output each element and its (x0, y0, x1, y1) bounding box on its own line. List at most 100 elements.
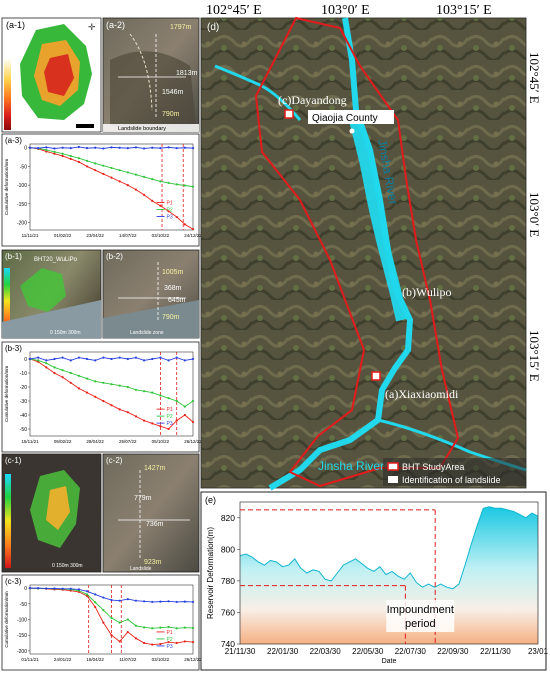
panel-label: (c-3) (5, 577, 22, 586)
legend-entry: P1 (167, 200, 173, 206)
data-point-P1 (151, 422, 154, 425)
colorbar (4, 58, 11, 130)
x-tick-label: 26/12/22 (184, 439, 202, 444)
data-point-P3 (143, 147, 146, 150)
colorbar (4, 268, 10, 334)
data-point-P2 (167, 625, 170, 629)
data-point-P3 (118, 356, 121, 359)
data-point-P3 (191, 357, 195, 361)
legend-landslide-swatch (388, 476, 398, 483)
data-point-P2 (118, 169, 121, 172)
top-tick-1: 102°45′ E (206, 3, 262, 18)
data-point-P1 (85, 165, 89, 168)
data-point-P2 (151, 627, 154, 630)
data-point-P3 (69, 359, 72, 362)
x-tick-label: 24/01/22 (54, 657, 72, 662)
chart-e: (e) 740 760 780 800 820 21/11/30 22/01/30 22/03/… (200, 491, 549, 671)
legend-entry: P2 (167, 414, 173, 420)
data-point-P1 (159, 425, 162, 428)
data-point-P1 (94, 169, 97, 172)
data-point-P2 (53, 366, 56, 369)
data-point-P2 (94, 380, 97, 383)
c1-label: (c-1) (5, 456, 22, 465)
x-tick-label: 23/04/22 (86, 233, 104, 238)
panel-d-map: 102°45′ E 103°0′ E 103°15′ E (d) 102°45′… (200, 3, 542, 491)
x-tick-label: 22/07/30 (395, 647, 427, 656)
data-point-P3 (118, 146, 121, 149)
data-point-P2 (45, 148, 48, 152)
y-tick-label: 0 (24, 357, 27, 363)
data-point-P2 (126, 171, 129, 174)
data-point-P2 (102, 164, 105, 167)
data-point-P3 (159, 356, 162, 359)
y-axis-label: Cumulative deformation/mm (4, 159, 9, 216)
chart-frame (1, 574, 200, 671)
data-point-P2 (61, 369, 64, 372)
xiaxiaomidi-marker (371, 371, 381, 381)
legend-study-area-swatch (387, 462, 399, 471)
x-tick-label: 01/02/22 (54, 233, 72, 238)
data-point-P2 (159, 394, 162, 397)
data-point-P2 (159, 626, 162, 629)
data-point-P1 (53, 152, 56, 155)
data-point-P3 (183, 600, 186, 603)
data-point-P2 (69, 154, 72, 158)
panel-c-1: (c-1) 0 150m 300m (1, 453, 102, 573)
y-tick-label: -200 (17, 221, 27, 227)
data-point-P1 (126, 411, 129, 414)
river-label-lower: Jinsha River (318, 459, 384, 473)
data-point-P2 (134, 624, 138, 627)
data-point-P2 (110, 616, 113, 620)
c2-length: 779m (134, 495, 152, 502)
place-qiaojia: Qiaojia County (312, 113, 378, 124)
data-point-P1 (61, 154, 64, 158)
data-point-P2 (94, 601, 97, 604)
data-point-P3 (28, 587, 32, 590)
data-point-P1 (102, 172, 105, 176)
b2-width: 645m (168, 297, 186, 304)
a2-bottom-height: 790m (162, 111, 180, 118)
data-point-P2 (151, 178, 154, 181)
legend-landslide: Identification of landslide (402, 475, 501, 485)
x-tick-label: 03/10/22 (152, 657, 170, 662)
annotation-line-2: period (405, 618, 436, 630)
data-point-P3 (151, 146, 154, 149)
right-tick-1: 102°45′ E (527, 52, 542, 104)
data-point-P1 (159, 204, 162, 207)
x-tick-label: 14/07/22 (119, 233, 137, 238)
data-point-P1 (134, 415, 138, 418)
reservoir-line (239, 506, 539, 590)
data-point-P2 (175, 627, 178, 630)
data-point-P1 (110, 404, 113, 407)
x-axis-label: Date (382, 658, 397, 665)
x-tick-label: 05/02/22 (54, 439, 72, 444)
data-point-P3 (110, 598, 113, 602)
y-tick-label: 740 (221, 639, 235, 649)
data-point-P2 (167, 397, 170, 400)
c1-scalebar: 0 150m 300m (52, 563, 83, 569)
data-point-P3 (77, 356, 80, 359)
data-point-P3 (94, 593, 97, 596)
data-point-P3 (159, 147, 162, 150)
c2-width: 736m (146, 521, 164, 528)
a2-legend: Landslide boundary (118, 126, 166, 132)
data-point-P2 (110, 383, 113, 386)
data-point-P1 (61, 376, 64, 379)
data-point-P3 (118, 599, 121, 602)
data-point-P1 (45, 366, 48, 369)
data-point-P3 (45, 146, 48, 149)
data-point-P2 (134, 173, 138, 176)
data-point-P1 (167, 427, 170, 431)
b2-label: (b-2) (106, 252, 123, 261)
b2-top-height: 1005m (162, 269, 184, 276)
panel-a-2: (a-2) 1797m 1813m 1546m 790m Landslide b… (102, 17, 200, 133)
data-point-P2 (183, 184, 186, 187)
data-point-P3 (110, 357, 113, 361)
a1-label: (a-1) (6, 20, 25, 30)
data-point-P1 (118, 408, 121, 411)
annotation-box (386, 600, 455, 632)
x-tick-label: 28/04/22 (86, 439, 104, 444)
x-tick-label: 22/05/30 (352, 647, 384, 656)
legend-entry: P3 (167, 214, 173, 220)
data-point-P2 (183, 405, 186, 408)
